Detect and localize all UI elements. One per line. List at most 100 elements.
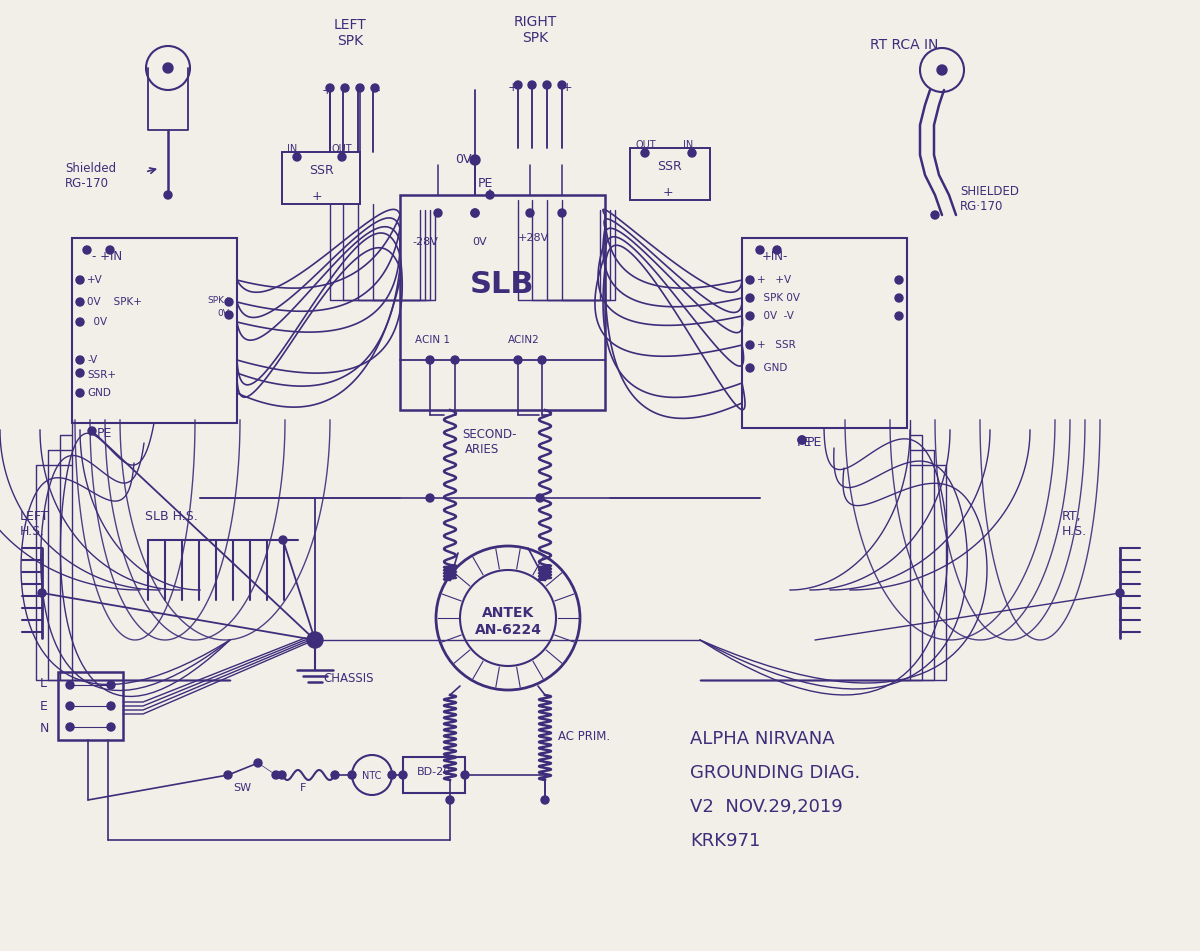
Circle shape [331,771,340,779]
Text: +IN-: +IN- [762,250,788,263]
Text: GND: GND [757,363,787,373]
Circle shape [426,356,434,364]
Text: SSR: SSR [308,164,334,177]
Circle shape [38,589,46,597]
Text: SLB: SLB [469,270,534,299]
Text: ANTEK: ANTEK [482,606,534,620]
Circle shape [226,311,233,319]
Circle shape [486,191,494,199]
Text: BD-20: BD-20 [416,767,451,777]
Text: L: L [40,677,47,690]
Text: +   SSR: + SSR [757,340,796,350]
Circle shape [895,312,904,320]
Circle shape [348,771,356,779]
Text: SLB H.S.: SLB H.S. [145,510,198,523]
Text: +   +V: + +V [757,275,791,285]
Circle shape [326,84,334,92]
Circle shape [338,153,346,161]
Text: ALPHA NIRVANA: ALPHA NIRVANA [690,730,835,748]
Text: SECOND-: SECOND- [462,428,516,441]
Bar [282,152,360,204]
Circle shape [76,389,84,397]
Circle shape [526,209,534,217]
Circle shape [746,294,754,302]
Circle shape [76,298,84,306]
Circle shape [434,209,442,217]
Text: F: F [300,783,306,793]
Circle shape [426,494,434,502]
Text: +: + [322,84,332,97]
Text: LEFT
SPK: LEFT SPK [334,18,366,49]
Circle shape [398,771,407,779]
Text: - +IN: - +IN [92,250,122,263]
Text: -: - [374,84,379,97]
Text: ACIN2: ACIN2 [508,335,540,345]
Circle shape [746,276,754,284]
Circle shape [542,81,551,89]
Circle shape [541,796,550,804]
Circle shape [528,81,536,89]
Circle shape [307,632,323,648]
Text: 0V  -V: 0V -V [757,311,794,321]
Circle shape [76,356,84,364]
Text: SPK 0V: SPK 0V [757,293,800,303]
Text: SPK+: SPK+ [208,296,232,305]
Text: 0V: 0V [472,237,487,247]
Circle shape [254,759,262,767]
Text: PE: PE [478,177,493,190]
Circle shape [66,702,74,710]
Circle shape [470,209,479,217]
Text: 0V: 0V [455,153,472,166]
Circle shape [107,681,115,689]
Text: RIGHT
SPK: RIGHT SPK [514,15,557,46]
Text: +28V: +28V [518,233,550,243]
Circle shape [558,209,566,217]
Text: RT,
H.S.: RT, H.S. [1062,510,1087,538]
Circle shape [937,65,947,75]
Circle shape [388,771,396,779]
Text: SSR+: SSR+ [88,370,116,380]
Circle shape [66,723,74,731]
Text: +V: +V [88,275,103,285]
Circle shape [895,294,904,302]
Circle shape [756,246,764,254]
Circle shape [107,702,115,710]
Circle shape [163,63,173,73]
Text: PE: PE [97,427,113,440]
Bar [72,238,238,423]
Circle shape [558,81,566,89]
Text: -28V: -28V [412,237,438,247]
Text: AC PRIM.: AC PRIM. [558,730,610,743]
Text: 0V: 0V [217,309,229,318]
Circle shape [746,341,754,349]
Circle shape [446,796,454,804]
Circle shape [536,494,544,502]
Text: SW: SW [233,783,251,793]
Bar [403,757,466,793]
Circle shape [272,771,280,779]
Text: OUT: OUT [635,140,655,150]
Circle shape [931,211,940,219]
Circle shape [226,298,233,306]
Text: SHIELDED
RG·170: SHIELDED RG·170 [960,185,1019,213]
Text: 0V    SPK+: 0V SPK+ [88,297,142,307]
Text: -V: -V [88,355,97,365]
Circle shape [641,149,649,157]
Circle shape [688,149,696,157]
Text: LEFT
H.S.: LEFT H.S. [20,510,49,538]
Circle shape [746,312,754,320]
Text: IN: IN [683,140,694,150]
Circle shape [895,276,904,284]
Circle shape [461,771,469,779]
Circle shape [514,81,522,89]
Text: Shielded
RG-170: Shielded RG-170 [65,162,116,190]
Circle shape [798,436,806,444]
Bar [400,195,605,410]
Text: E: E [40,700,48,713]
Text: RT RCA IN: RT RCA IN [870,38,938,52]
Circle shape [278,536,287,544]
Text: ACIN 1: ACIN 1 [415,335,450,345]
Text: IN: IN [287,144,298,154]
Circle shape [470,155,480,165]
Text: 0V: 0V [88,317,107,327]
